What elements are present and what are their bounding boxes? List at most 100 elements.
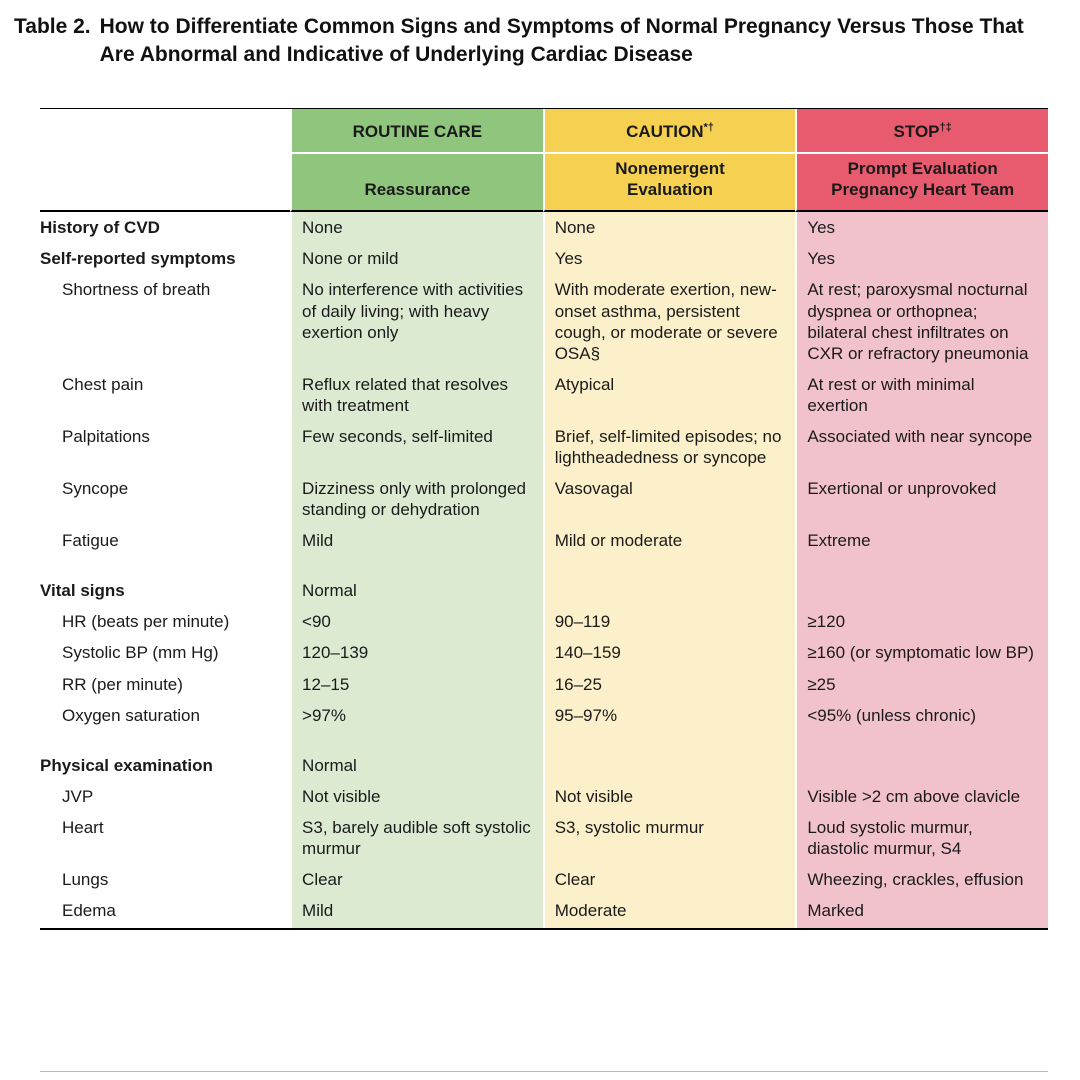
caution-header: CAUTION*† [542,109,796,154]
table-row: Heart S3, barely audible soft systolic mu… [40,811,1048,865]
routine-care-header-label: ROUTINE CARE [352,122,483,142]
table-cell: Atypical [542,368,796,421]
table-cell: Brief, self-limited episodes; no lighthe… [542,420,796,474]
table-cell: Moderate [542,895,796,929]
table-cell: Wheezing, crackles, effusion [795,864,1048,896]
table-cell [542,556,796,607]
table-body: History of CVD None None Yes Self-reported s… [40,212,1048,929]
table-cell: Mild [290,525,543,557]
table-caption: How to Differentiate Common Signs and Sy… [99,15,1024,66]
table-cell: Normal [290,556,543,607]
table-cell: 90–119 [542,606,796,638]
row-label: Syncope [40,473,291,526]
table-cell: ≥120 [795,606,1048,638]
table-cell: Not visible [542,780,796,812]
table-row: Syncope Dizziness only with prolonged sta… [40,473,1048,526]
table-cell: Clear [542,864,796,896]
table-cell: 95–97% [542,699,796,731]
table-cell: Extreme [795,525,1048,557]
table-row: Fatigue Mild Mild or moderate Extreme [40,525,1048,557]
table-cell: 12–15 [290,668,543,700]
row-label: Chest pain [40,368,291,421]
row-label: Edema [40,895,291,929]
table-cell: Dizziness only with prolonged standing o… [290,473,543,526]
table-row: Chest pain Reflux related that resolves w… [40,368,1048,421]
table-cell: 140–159 [542,637,796,669]
table-row: JVP Not visible Not visible Visible >2 cm a… [40,780,1048,812]
table-row: RR (per minute) 12–15 16–25 ≥25 [40,668,1048,700]
table-row: Physical examination Normal [40,730,1048,781]
symptoms-comparison-table: ROUTINE CARE CAUTION*† STOP†‡ Reassuranc… [40,108,1048,931]
row-label: Shortness of breath [40,274,291,369]
stop-footnote-marks: †‡ [939,121,952,134]
figure-page: Table 2. How to Differentiate Common Sig… [14,13,1064,931]
table-cell: Few seconds, self-limited [290,420,543,474]
table-cell: Associated with near syncope [795,420,1048,474]
table-cell: 16–25 [542,668,796,700]
table-row: Oxygen saturation >97% 95–97% <95% (unless … [40,699,1048,731]
table-cell: Mild [290,895,543,929]
table-cell: Marked [795,895,1048,929]
table-title: Table 2. How to Differentiate Common Sig… [14,13,1064,68]
caution-footnote-marks: *† [703,121,714,134]
table-cell: At rest or with minimal exertion [795,368,1048,421]
table-cell [795,556,1048,607]
table-row: History of CVD None None Yes [40,212,1048,244]
table-number: Table 2. [14,15,91,38]
column-subheader-row: Reassurance Nonemergent Evaluation Promp… [40,153,1048,213]
table-cell: None [542,212,796,244]
table-row: Self-reported symptoms None or mild Yes Yes [40,243,1048,275]
table-cell: ≥25 [795,668,1048,700]
table-cell: S3, systolic murmur [542,811,796,865]
table-row: Palpitations Few seconds, self-limited Bri… [40,420,1048,474]
row-label: JVP [40,780,291,812]
table-cell: With moderate exertion, new-onset asthma… [542,274,796,369]
row-label: Heart [40,811,291,865]
empty-header-cell [40,109,290,153]
table-cell: Clear [290,864,543,896]
row-label: Palpitations [40,420,291,474]
table-header: ROUTINE CARE CAUTION*† STOP†‡ Reassuranc… [40,109,1048,213]
table-cell: Not visible [290,780,543,812]
column-header-row: ROUTINE CARE CAUTION*† STOP†‡ [40,109,1048,154]
table-cell: Yes [795,243,1048,275]
table-cell: No interference with activities of daily… [290,274,543,369]
row-label: Lungs [40,864,291,896]
row-label: Self-reported symptoms [40,243,291,275]
table-row: Vital signs Normal [40,556,1048,607]
table-row: Edema Mild Moderate Marked [40,895,1048,929]
table-cell: Visible >2 cm above clavicle [795,780,1048,812]
table-cell: Mild or moderate [542,525,796,557]
stop-header: STOP†‡ [795,109,1048,154]
table-cell: None [290,212,543,244]
stop-subheader: Prompt Evaluation Pregnancy Heart Team [795,153,1048,213]
table-cell: Yes [542,243,796,275]
empty-subheader-cell [40,154,291,213]
table-cell [542,730,796,781]
table-cell: Reflux related that resolves with treatm… [290,368,543,421]
table-cell: Normal [290,730,543,781]
table-cell: Loud systolic murmur, diastolic murmur, … [795,811,1048,865]
routine-care-subheader: Reassurance [290,153,543,213]
page-bottom-rule [40,1071,1048,1072]
table-cell: ≥160 (or symptomatic low BP) [795,637,1048,669]
caution-subheader: Nonemergent Evaluation [542,153,796,213]
table-row: Systolic BP (mm Hg) 120–139 140–159 ≥160 (o… [40,637,1048,669]
row-label: Oxygen saturation [40,699,291,731]
caution-header-label: CAUTION [626,122,704,142]
table-cell: Exertional or unprovoked [795,473,1048,526]
row-label: Fatigue [40,525,291,557]
row-label: RR (per minute) [40,668,291,700]
table-cell: Vasovagal [542,473,796,526]
table-cell: 120–139 [290,637,543,669]
row-label: History of CVD [40,212,291,244]
table-row: Lungs Clear Clear Wheezing, crackles, effus… [40,864,1048,896]
table-cell: At rest; paroxysmal nocturnal dyspnea or… [795,274,1048,369]
routine-care-header: ROUTINE CARE [290,109,543,154]
table-cell [795,730,1048,781]
table-cell: <95% (unless chronic) [795,699,1048,731]
row-label: HR (beats per minute) [40,606,291,638]
row-label: Systolic BP (mm Hg) [40,637,291,669]
table-row: HR (beats per minute) <90 90–119 ≥120 [40,606,1048,638]
table-cell: Yes [795,212,1048,244]
